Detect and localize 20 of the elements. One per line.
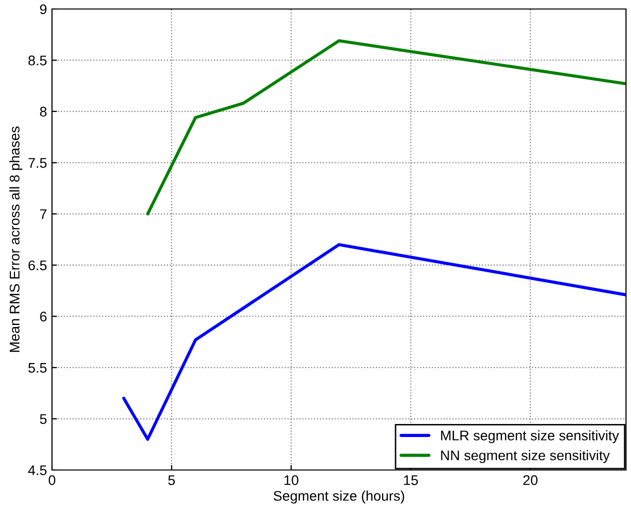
x-tick-label: 10 <box>284 475 298 486</box>
y-tick-label: 5 <box>40 414 47 424</box>
line-series <box>146 39 626 216</box>
y-axis-title: Mean RMS Error across all 8 phases <box>9 126 22 352</box>
y-tick-label: 4.5 <box>28 465 47 476</box>
x-tick-label: 0 <box>48 475 56 486</box>
x-tick-label: 5 <box>168 475 175 486</box>
y-tick-label: 6 <box>40 312 47 322</box>
y-tick-label: 8 <box>40 106 47 117</box>
y-tick-label: 6.5 <box>28 260 47 270</box>
y-tick-label: 9 <box>40 4 46 14</box>
y-tick-label: 7 <box>40 209 46 219</box>
legend-label: MLR segment size sensitivity <box>441 430 620 444</box>
x-axis-title: Segment size (hours) <box>274 490 404 504</box>
legend-label: NN segment size sensitivity <box>441 450 610 464</box>
y-tick-label: 7.5 <box>28 158 47 168</box>
y-tick-label: 5.5 <box>28 363 47 373</box>
y-tick-label: 8.5 <box>28 56 47 66</box>
x-tick-label: 15 <box>404 475 418 486</box>
x-tick-label: 20 <box>523 475 538 486</box>
